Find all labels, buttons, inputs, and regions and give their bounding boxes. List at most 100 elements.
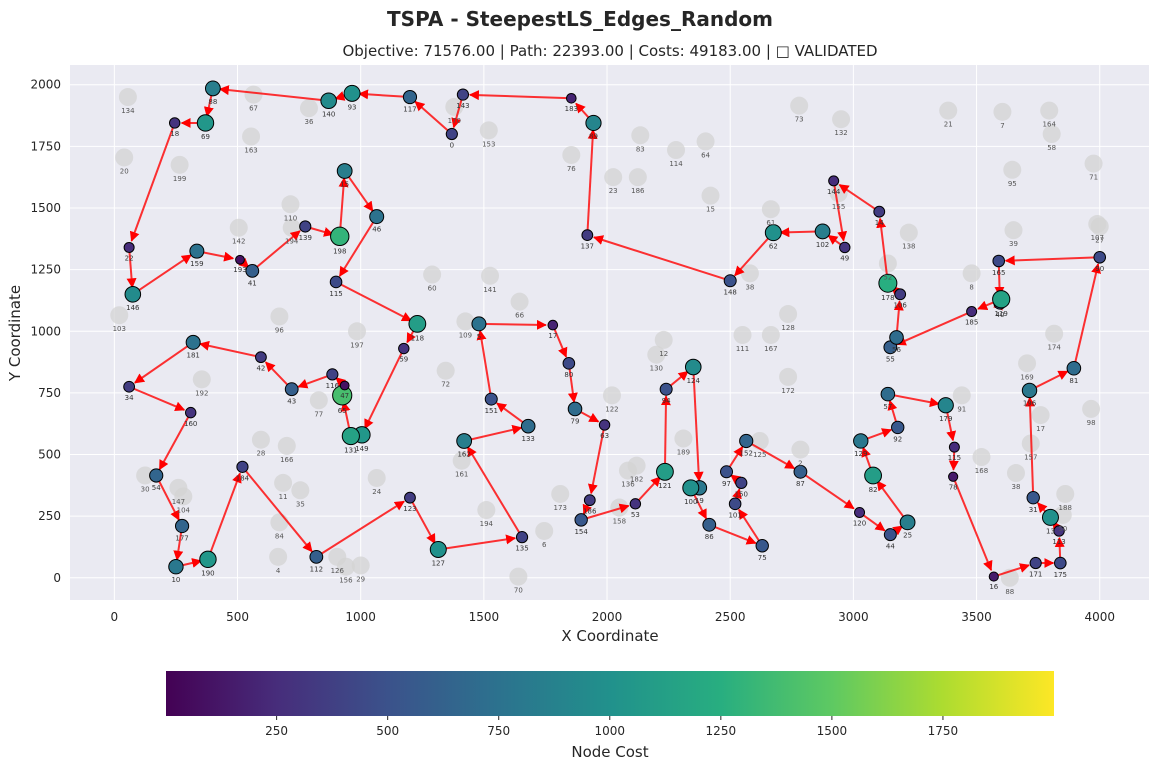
selected-node	[814, 223, 831, 240]
node-label: 184	[236, 474, 250, 482]
x-tick-label: 1000	[345, 610, 376, 624]
node-label: 127	[432, 559, 445, 567]
node-label: 39	[1009, 240, 1018, 248]
tour-edge	[586, 128, 598, 236]
selected-node	[284, 382, 299, 397]
tour-edge	[132, 254, 192, 296]
selected-node	[185, 334, 201, 350]
tour-edge	[738, 508, 764, 547]
tour-edge	[343, 170, 374, 212]
tour-edge	[476, 329, 493, 400]
node-label: 121	[658, 482, 671, 490]
unselected-node	[244, 85, 263, 104]
node-label: 172	[781, 387, 794, 395]
selected-node	[471, 316, 487, 332]
node-label: 162	[457, 450, 470, 458]
selected-node	[656, 462, 674, 481]
node-label: 119	[995, 310, 1008, 318]
colorbar-label: Node Cost	[571, 743, 648, 761]
node-label: 134	[121, 107, 135, 115]
x-tick-label: 4000	[1084, 610, 1115, 624]
node-label: 181	[186, 351, 199, 359]
node-label: 157	[1024, 453, 1037, 461]
node-label: 199	[173, 175, 186, 183]
node-label: 116	[326, 382, 340, 390]
x-tick-labels: 0 500 1000 1500 2000 2500 3000 3500 4000	[111, 610, 1115, 624]
unselected-node	[274, 473, 293, 492]
unselected-node	[170, 155, 189, 174]
tour-edge	[634, 476, 661, 505]
unselected-node	[299, 99, 318, 118]
tour-edge	[478, 319, 547, 330]
selected-node	[720, 465, 734, 479]
node-label: 183	[565, 105, 578, 113]
node-label: 93	[348, 103, 357, 111]
selected-node	[1029, 556, 1042, 570]
node-label: 147	[172, 498, 185, 506]
unselected-node	[291, 481, 310, 500]
unselected-node	[192, 370, 211, 389]
selected-node	[1041, 508, 1059, 526]
node-label: 102	[816, 241, 829, 249]
y-tick-label: 1500	[30, 201, 61, 215]
unselected-node	[674, 429, 693, 448]
unselected-node	[118, 88, 137, 107]
node-label: 17	[1036, 425, 1045, 433]
tour-edge	[158, 412, 192, 471]
unselected-node	[790, 96, 809, 115]
unselected-node	[832, 110, 851, 129]
selected-node	[245, 263, 260, 278]
node-label: 115	[948, 454, 961, 462]
unselected-node	[277, 436, 296, 455]
node-label: 190	[201, 570, 214, 578]
node-label: 168	[975, 467, 988, 475]
selected-node	[682, 479, 700, 497]
unselected-node	[242, 127, 261, 146]
tour-edge	[887, 393, 940, 408]
node-label: 18	[170, 130, 179, 138]
tour-edge	[463, 424, 523, 442]
tour-edge	[993, 563, 1030, 578]
selected-node	[567, 401, 583, 417]
node-label: 69	[201, 133, 210, 141]
node-label: 137	[581, 243, 594, 251]
unselected-node	[270, 307, 289, 326]
selected-node	[515, 531, 529, 544]
node-label: 113	[1052, 538, 1065, 546]
node-label: 161	[455, 471, 468, 479]
tour-edge	[438, 534, 517, 551]
tour-edge	[218, 85, 329, 102]
selected-node	[123, 241, 135, 253]
tour-edge	[338, 216, 378, 277]
node-label: 8	[969, 283, 973, 291]
colorbar-tick-label: 500	[376, 724, 399, 738]
node-label: 118	[411, 334, 424, 342]
selected-node	[547, 319, 559, 331]
node-label: 71	[1089, 174, 1098, 182]
unselected-node	[535, 521, 554, 540]
node-label: 40	[995, 311, 1004, 319]
node-label: 73	[795, 116, 804, 124]
node-label: 19	[695, 497, 704, 505]
node-label: 148	[724, 289, 737, 297]
selected-node	[404, 491, 416, 504]
selected-node	[168, 117, 181, 129]
unselected-node	[347, 322, 366, 341]
node-label: 170	[448, 117, 461, 125]
selected-node	[684, 358, 702, 376]
y-tick-label: 1750	[30, 139, 61, 153]
selected-node	[1066, 360, 1082, 376]
node-label: 43	[287, 398, 296, 406]
unselected-node	[115, 148, 134, 167]
tour-edge	[551, 324, 568, 358]
y-tick-label: 750	[38, 386, 61, 400]
node-label: 141	[483, 286, 496, 294]
tour-edge	[338, 176, 349, 237]
unselected-node	[972, 448, 991, 467]
node-label: 49	[840, 255, 849, 263]
unselected-node	[309, 391, 328, 410]
unselected-node	[627, 456, 646, 475]
node-label: 130	[650, 365, 663, 373]
plot-area	[70, 65, 1149, 600]
